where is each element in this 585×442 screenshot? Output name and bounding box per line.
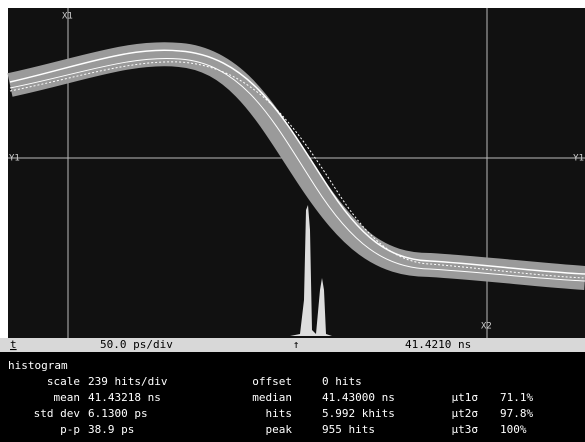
stat-label: p-p: [60, 423, 80, 436]
stat-value: 955 hits: [322, 423, 375, 436]
marker-label: X2: [481, 322, 492, 332]
stat-value: 38.9 ps: [88, 423, 134, 436]
stat-value: 5.992 khits: [322, 407, 395, 420]
stat-value: 100%: [500, 423, 527, 436]
timebase: 50.0 ps/div: [100, 338, 173, 351]
stat-value: 0 hits: [322, 375, 362, 388]
scope-screen: X1 X2 Y1 Y1 t 50.0 ps/div ↑ 41.4210 ns h…: [0, 0, 585, 442]
stat-value: 97.8%: [500, 407, 533, 420]
stat-value: 6.1300 ps: [88, 407, 148, 420]
position: 41.4210 ns: [405, 338, 471, 351]
stat-value: 71.1%: [500, 391, 533, 404]
marker-label: Y1: [573, 154, 584, 164]
stat-label: hits: [266, 407, 293, 420]
stat-label: scale: [47, 375, 80, 388]
marker-label: Y1: [9, 154, 20, 164]
stat-label: std dev: [34, 407, 81, 420]
status-icon: t: [10, 338, 17, 351]
panel-title: histogram: [8, 359, 68, 372]
stat-label: μt3σ: [452, 423, 479, 436]
stat-label: μt2σ: [452, 407, 479, 420]
stat-value: 239 hits/div: [88, 375, 168, 388]
stat-label: mean: [54, 391, 81, 404]
stat-label: μt1σ: [452, 391, 479, 404]
marker-label: X1: [62, 12, 73, 22]
stat-value: 41.43000 ns: [322, 391, 395, 404]
stat-value: 41.43218 ns: [88, 391, 161, 404]
stat-label: median: [252, 391, 292, 404]
stat-label: offset: [252, 375, 292, 388]
stat-label: peak: [266, 423, 293, 436]
trigger-marker: ↑: [293, 338, 300, 351]
